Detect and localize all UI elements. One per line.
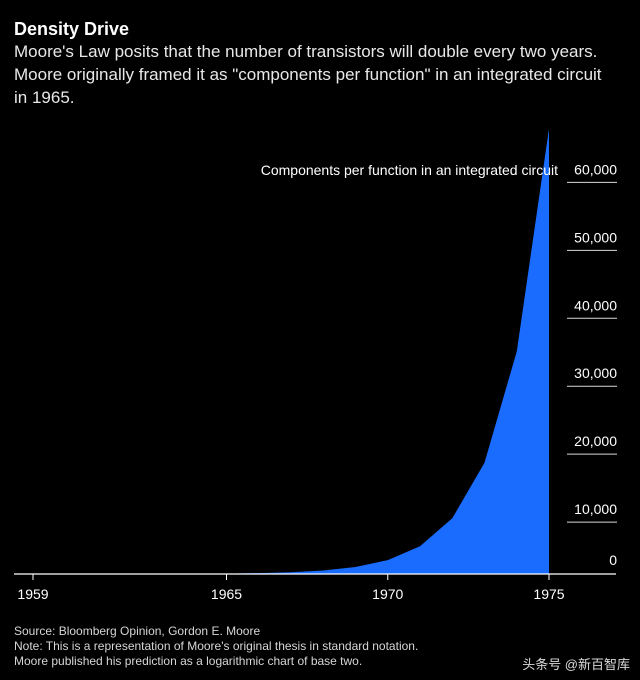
y-tick-label-40000: 40,000 [574, 297, 617, 313]
y-tick-label-30000: 30,000 [574, 365, 617, 381]
area-chart: 1959 1965 1970 1975 0 10,000 20,000 30,000 40,00… [14, 128, 617, 602]
series-annotation: Components per function in an integrated… [261, 162, 558, 178]
x-tick-label-1965: 1965 [211, 586, 242, 602]
y-tick-label-50000: 50,000 [574, 229, 617, 245]
chart-title: Density Drive [14, 19, 130, 39]
area-series [33, 128, 549, 575]
chart-footer: Source: Bloomberg Opinion, Gordon E. Moo… [14, 624, 418, 669]
methodology-note-line-2: Moore published his prediction as a loga… [14, 654, 363, 668]
y-tick-label-60000: 60,000 [574, 161, 617, 177]
y-tick-label-10000: 10,000 [574, 501, 617, 517]
x-tick-label-1975: 1975 [533, 586, 564, 602]
y-tick-label-20000: 20,000 [574, 433, 617, 449]
chart-subtitle: Moore's Law posits that the number of tr… [14, 42, 602, 107]
watermark: 头条号 @新百智库 [522, 657, 630, 672]
x-tick-label-1959: 1959 [17, 586, 48, 602]
methodology-note-line-1: Note: This is a representation of Moore'… [14, 639, 419, 653]
x-tick-label-1970: 1970 [372, 586, 403, 602]
y-tick-label-0: 0 [609, 552, 617, 568]
source-note: Source: Bloomberg Opinion, Gordon E. Moo… [14, 624, 261, 638]
